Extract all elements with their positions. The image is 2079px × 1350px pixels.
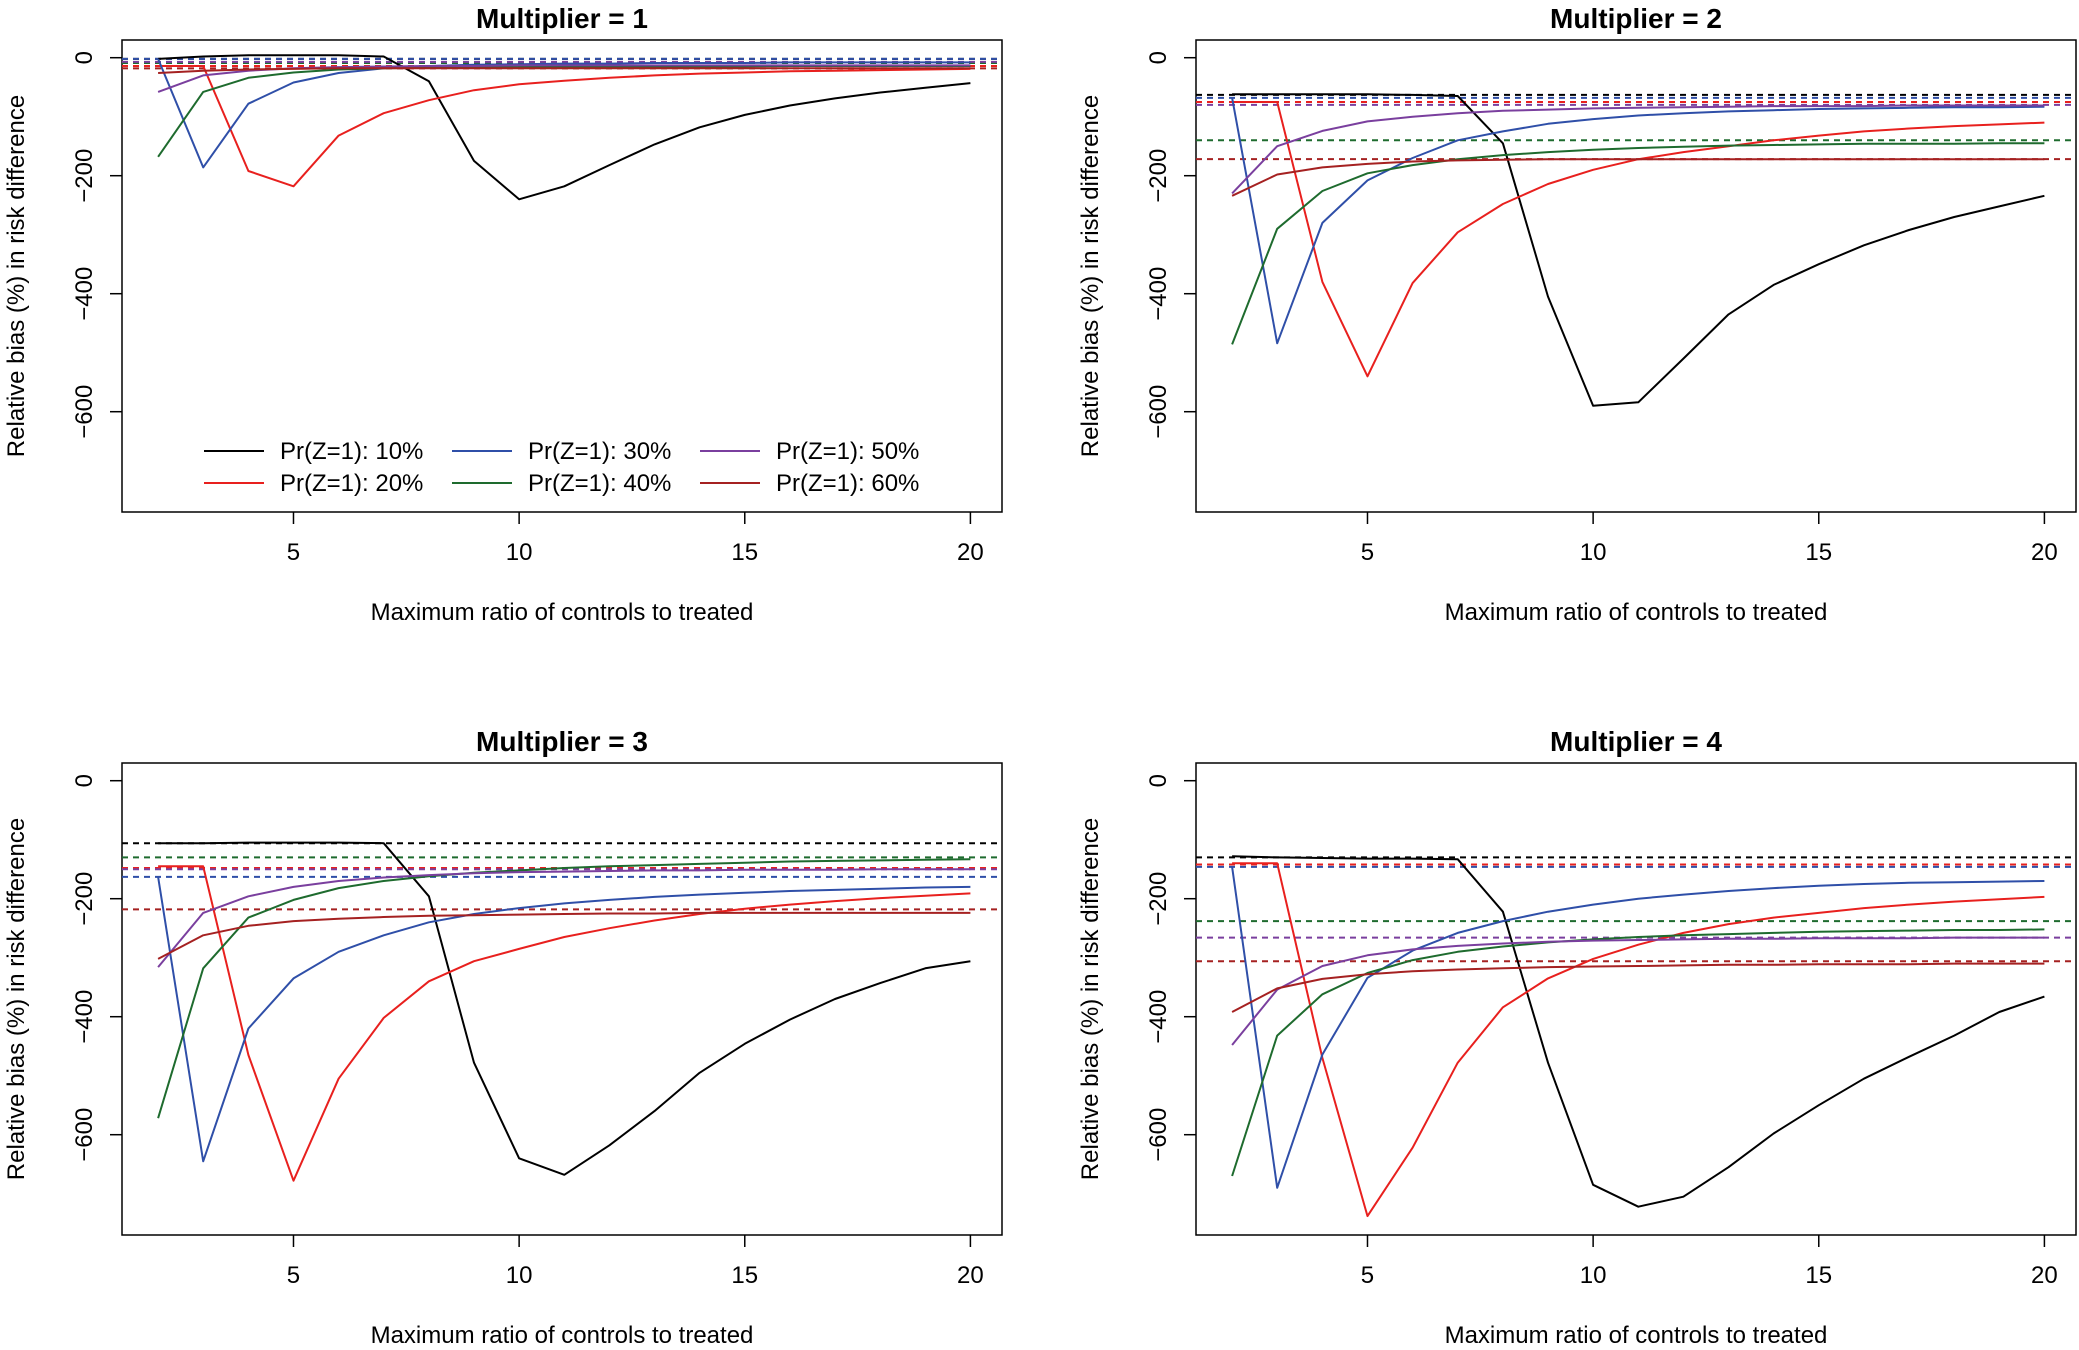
- chart-title: Multiplier = 1: [476, 3, 648, 34]
- y-axis-label: Relative bias (%) in risk difference: [3, 818, 30, 1180]
- series-line: [158, 841, 971, 1176]
- plot-frame: [121, 762, 1003, 1236]
- chart-panel: Multiplier = 3 5 10 15 20 0 −200 −400 −600 Maximu…: [3, 726, 1003, 1349]
- series-line: [157, 876, 971, 1163]
- series-line: [1232, 93, 2045, 407]
- y-tick-label: −200: [1145, 149, 1172, 203]
- x-axis-label: Maximum ratio of controls to treated: [371, 599, 754, 626]
- plot-frame: [1195, 39, 2077, 513]
- series-line: [158, 54, 971, 201]
- series-line: [1231, 104, 2045, 195]
- series-line: [158, 865, 971, 1182]
- y-tick-label: −600: [71, 1108, 98, 1162]
- x-tick-label: 20: [957, 539, 984, 566]
- y-axis-label: Relative bias (%) in risk difference: [1077, 818, 1104, 1180]
- y-tick-label: −600: [1145, 1108, 1172, 1162]
- legend-entry: Pr(Z=1): 10%: [280, 438, 423, 465]
- y-axis-label: Relative bias (%) in risk difference: [3, 95, 30, 457]
- chart-panel: Multiplier = 2 5 10 15 20 0 −200 −400 −600 Maximu…: [1077, 3, 2077, 626]
- x-tick-label: 10: [506, 539, 533, 566]
- y-tick-label: −200: [1145, 872, 1172, 926]
- series-line: [158, 65, 971, 188]
- x-tick-label: 15: [1805, 1262, 1832, 1289]
- chart-title: Multiplier = 3: [476, 726, 648, 757]
- x-axis-label: Maximum ratio of controls to treated: [1445, 1322, 1828, 1349]
- series-line: [158, 67, 971, 74]
- y-tick-label: −400: [1145, 267, 1172, 321]
- series-line: [157, 911, 971, 960]
- chart-panel: Multiplier = 1 5 10 15 20 0 −200 −400 −600 Maximu…: [3, 3, 1003, 626]
- x-tick-label: 5: [287, 1262, 300, 1289]
- plot-area: [122, 841, 1002, 1182]
- legend-entry: Pr(Z=1): 40%: [528, 470, 671, 497]
- series-line: [1232, 862, 2045, 1218]
- series-line: [157, 868, 971, 968]
- x-tick-label: 10: [1580, 539, 1607, 566]
- series-line: [1231, 158, 2045, 197]
- series-line: [157, 58, 971, 169]
- x-axis-label: Maximum ratio of controls to treated: [371, 1322, 754, 1349]
- y-tick-label: −400: [71, 267, 98, 321]
- y-tick-label: −200: [71, 149, 98, 203]
- y-tick-label: 0: [71, 51, 98, 64]
- y-tick-label: −600: [1145, 385, 1172, 439]
- series-line: [157, 858, 971, 1119]
- y-tick-label: 0: [71, 774, 98, 787]
- chart-panel: Multiplier = 4 5 10 15 20 0 −200 −400 −600 Maximu…: [1077, 726, 2077, 1349]
- x-tick-label: 15: [731, 1262, 758, 1289]
- legend: Pr(Z=1): 10% Pr(Z=1): 20% Pr(Z=1): 30% Pr(Z…: [204, 438, 919, 497]
- plot-area: [1196, 855, 2076, 1218]
- series-line: [1231, 142, 2045, 345]
- series-line: [1231, 962, 2045, 1013]
- legend-entry: Pr(Z=1): 30%: [528, 438, 671, 465]
- series-line: [1231, 928, 2045, 1177]
- x-tick-label: 15: [1805, 539, 1832, 566]
- plot-frame: [121, 39, 1003, 513]
- legend-entry: Pr(Z=1): 60%: [776, 470, 919, 497]
- y-tick-label: −400: [71, 990, 98, 1044]
- x-tick-label: 5: [1361, 1262, 1374, 1289]
- series-line: [157, 65, 971, 158]
- series-line: [1231, 866, 2045, 1189]
- y-tick-label: −400: [1145, 990, 1172, 1044]
- x-tick-label: 20: [2031, 1262, 2058, 1289]
- series-line: [1231, 97, 2045, 345]
- chart-title: Multiplier = 4: [1550, 726, 1722, 757]
- x-tick-label: 15: [731, 539, 758, 566]
- x-tick-label: 5: [287, 539, 300, 566]
- y-tick-label: 0: [1145, 774, 1172, 787]
- plot-area: [1196, 93, 2076, 407]
- y-tick-label: −200: [71, 872, 98, 926]
- x-axis-label: Maximum ratio of controls to treated: [1445, 599, 1828, 626]
- x-tick-label: 20: [957, 1262, 984, 1289]
- y-axis-label: Relative bias (%) in risk difference: [1077, 95, 1104, 457]
- plot-frame: [1195, 762, 2077, 1236]
- x-tick-label: 10: [506, 1262, 533, 1289]
- x-tick-label: 20: [2031, 539, 2058, 566]
- series-line: [1231, 936, 2045, 1046]
- series-line: [1232, 855, 2045, 1208]
- plot-area: [122, 54, 1002, 201]
- x-tick-label: 10: [1580, 1262, 1607, 1289]
- chart-title: Multiplier = 2: [1550, 3, 1722, 34]
- y-tick-label: 0: [1145, 51, 1172, 64]
- y-tick-label: −600: [71, 385, 98, 439]
- legend-entry: Pr(Z=1): 20%: [280, 470, 423, 497]
- legend-entry: Pr(Z=1): 50%: [776, 438, 919, 465]
- x-tick-label: 5: [1361, 539, 1374, 566]
